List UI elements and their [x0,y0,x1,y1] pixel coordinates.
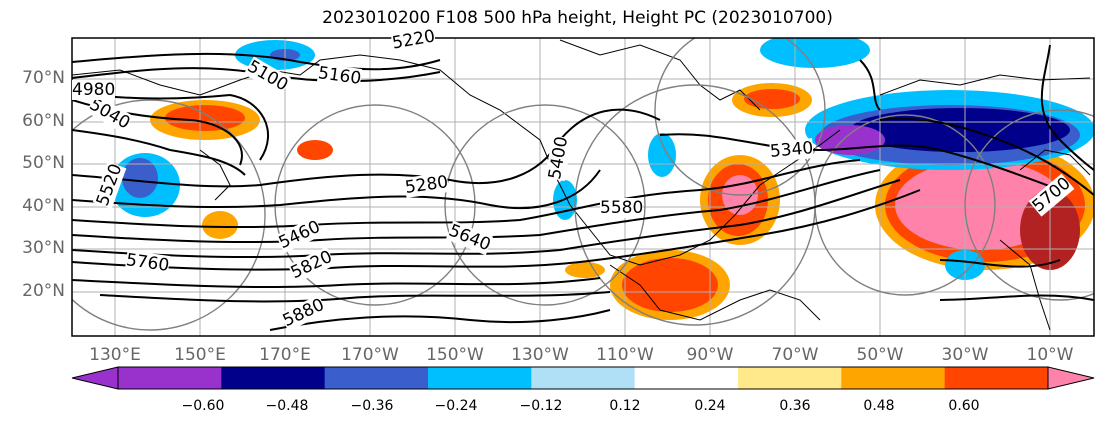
lon-label: 10°W [1026,345,1074,365]
positive-anomaly-shading [150,83,1094,320]
colorbar-tick: 0.36 [779,398,811,414]
colorbar-tick: −0.36 [350,398,394,414]
lat-label: 70°N [22,68,65,88]
height-contours [72,44,1094,331]
lat-label: 30°N [22,238,65,258]
range-rings [72,38,1094,331]
lon-label: 70°W [771,345,819,365]
map-title: 2023010200 F108 500 hPa height, Height P… [322,8,833,28]
lon-label: 130°E [89,345,141,365]
lat-label: 60°N [22,111,65,131]
lon-label: 150°W [426,345,484,365]
lon-label: 170°E [259,345,311,365]
lon-label: 30°W [941,345,989,365]
lon-label: 90°W [686,345,734,365]
lon-label: 170°W [341,345,399,365]
colorbar-tick: 0.60 [948,398,980,414]
colorbar-tick: −0.48 [265,398,309,414]
contour-label: 5340 [769,138,815,162]
colorbar-tick: −0.24 [434,398,478,414]
contour-label: 5580 [600,198,644,218]
lat-label: 50°N [22,153,65,173]
colorbar-tick: −0.12 [519,398,563,414]
lon-label: 50°W [856,345,904,365]
colorbar-tick: 0.48 [863,398,895,414]
lon-label: 150°E [174,345,226,365]
colorbar-tick: 0.24 [694,398,726,414]
contour-label: 4980 [72,80,116,100]
colorbar-tick: 0.12 [609,398,641,414]
map-panel [71,37,1095,337]
lon-label: 130°W [511,345,569,365]
colorbar-tick: −0.60 [181,398,225,414]
lat-label: 20°N [22,281,65,301]
lat-label: 40°N [22,196,65,216]
lon-label: 110°W [596,345,654,365]
